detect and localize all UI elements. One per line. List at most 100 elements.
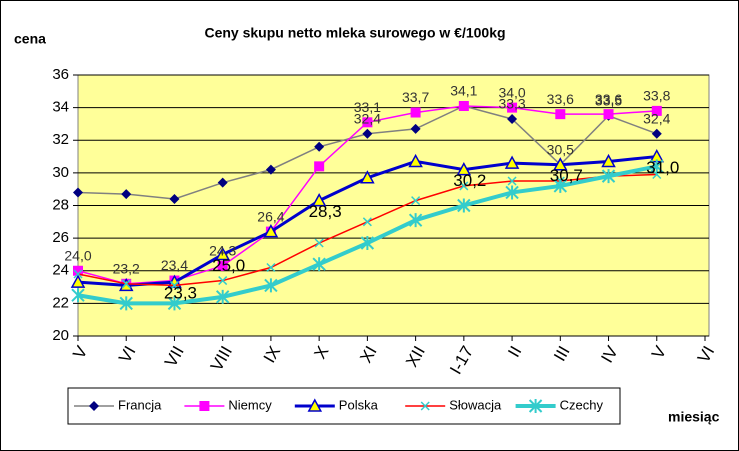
data-label: 23,4 <box>161 257 188 273</box>
marker <box>507 114 518 125</box>
data-label: 33,1 <box>354 99 381 115</box>
marker <box>266 262 276 273</box>
marker <box>360 170 375 184</box>
y-tick-label: 30 <box>52 164 69 181</box>
data-label: 34,1 <box>450 83 477 99</box>
data-label: 30,2 <box>453 171 486 190</box>
marker <box>420 401 430 411</box>
marker <box>553 157 568 171</box>
marker <box>459 181 469 191</box>
marker <box>603 109 614 120</box>
marker <box>121 189 132 200</box>
marker <box>650 159 664 174</box>
legend-label: Czechy <box>560 397 604 412</box>
marker <box>215 289 230 304</box>
y-tick-label: 32 <box>52 131 69 148</box>
marker <box>601 153 616 168</box>
marker <box>121 279 131 289</box>
data-label: 30,5 <box>547 141 574 157</box>
marker <box>89 401 99 411</box>
marker <box>217 177 228 188</box>
marker <box>362 117 373 128</box>
y-tick-label: 22 <box>52 294 69 311</box>
y-tick-label: 34 <box>52 99 69 116</box>
marker <box>73 269 83 279</box>
marker <box>651 105 662 116</box>
y-tick-label: 24 <box>52 262 69 279</box>
y-axis-label: cena <box>14 31 46 47</box>
marker <box>199 401 210 411</box>
x-axis-label: miesiąc <box>668 409 720 425</box>
data-label: 26,4 <box>257 208 284 224</box>
marker <box>314 141 325 152</box>
marker <box>218 276 228 286</box>
y-tick-label: 28 <box>52 196 69 213</box>
data-label: 28,3 <box>309 202 342 221</box>
marker <box>360 236 375 251</box>
marker <box>651 128 662 139</box>
marker <box>215 246 230 261</box>
marker <box>217 260 228 271</box>
data-label: 33,7 <box>402 89 429 105</box>
chart-title: Ceny skupu netto mleka surowego w €/100k… <box>204 25 505 41</box>
legend-label: Niemcy <box>228 397 272 412</box>
data-label: 33,5 <box>595 92 622 108</box>
data-label: 31,0 <box>646 158 679 177</box>
data-label: 33,6 <box>595 91 622 107</box>
data-label: 33,8 <box>643 88 670 104</box>
marker <box>264 278 278 293</box>
marker <box>265 164 276 175</box>
marker <box>411 196 421 206</box>
marker <box>169 280 179 290</box>
marker <box>167 296 182 311</box>
marker <box>652 169 662 180</box>
marker <box>528 399 543 413</box>
legend-label: Słowacja <box>449 397 502 412</box>
data-label: 23,2 <box>113 261 140 277</box>
marker <box>458 100 469 111</box>
marker <box>314 161 325 172</box>
y-tick-label: 26 <box>52 229 69 246</box>
data-label: 24,0 <box>64 247 91 263</box>
data-label: 30,7 <box>550 166 583 185</box>
marker <box>119 296 133 311</box>
marker <box>457 198 471 213</box>
marker <box>70 274 86 288</box>
data-label: 32,4 <box>643 110 670 126</box>
marker <box>601 169 616 184</box>
y-tick-label: 36 <box>52 66 69 83</box>
legend-label: Polska <box>339 397 379 412</box>
marker <box>73 187 83 198</box>
marker <box>314 238 324 248</box>
y-tick-label: 20 <box>52 327 69 344</box>
marker <box>504 155 520 169</box>
marker <box>408 213 423 228</box>
marker <box>507 102 518 113</box>
data-label: 33,6 <box>547 91 574 107</box>
legend-label: Francja <box>118 397 162 412</box>
marker <box>307 398 323 412</box>
data-label: 25,0 <box>212 256 245 275</box>
marker <box>362 128 373 139</box>
marker <box>362 217 372 227</box>
data-label: 23,3 <box>164 284 197 303</box>
marker <box>410 123 421 134</box>
marker <box>169 193 180 204</box>
marker <box>505 185 519 200</box>
marker <box>553 178 568 193</box>
data-label: 34,0 <box>498 84 525 100</box>
data-label: 24,3 <box>209 243 236 259</box>
marker <box>408 153 423 168</box>
marker <box>263 224 279 238</box>
marker <box>555 109 566 120</box>
marker <box>312 257 326 272</box>
data-label: 32,4 <box>354 110 381 126</box>
marker <box>73 265 83 276</box>
data-label: 33,3 <box>498 96 525 112</box>
marker <box>507 176 517 186</box>
marker <box>410 107 421 118</box>
marker <box>71 288 85 303</box>
marker <box>456 162 472 176</box>
marker <box>311 193 327 207</box>
